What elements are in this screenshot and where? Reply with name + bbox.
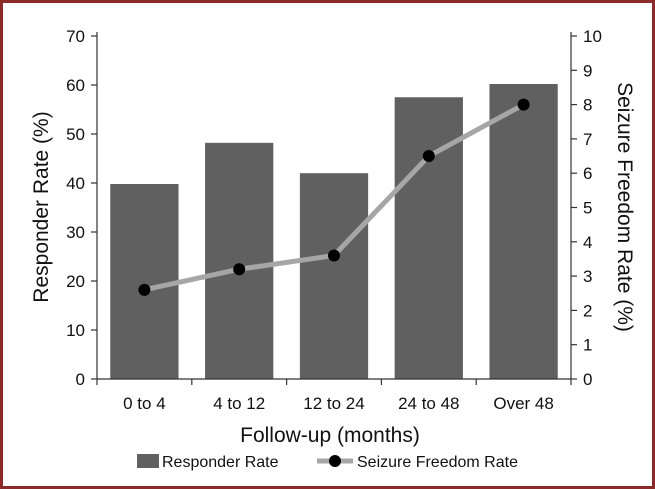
- bar-1: [110, 183, 179, 379]
- line-series-group: [138, 98, 530, 296]
- bar-series-group: [110, 84, 558, 380]
- y2-tick-label: 4: [583, 233, 592, 252]
- x-tick-label: 4 to 12: [213, 394, 265, 413]
- x-tick-label: 0 to 4: [123, 394, 166, 413]
- y-tick-label: 0: [76, 370, 85, 389]
- y2-tick-label: 1: [583, 336, 592, 355]
- y2-tick-label: 9: [583, 61, 592, 80]
- seizure-point-4: [422, 150, 435, 163]
- y-tick-label: 50: [66, 125, 85, 144]
- y-tick-label: 10: [66, 321, 85, 340]
- y-tick-label: 20: [66, 272, 85, 291]
- legend-swatch-responder: [137, 454, 159, 468]
- x-tick-label: 12 to 24: [303, 394, 364, 413]
- legend-swatch-marker: [329, 455, 341, 467]
- bar-4: [394, 97, 463, 379]
- bar-2: [205, 142, 274, 379]
- y2-tick-label: 5: [583, 199, 592, 218]
- legend: Responder Rate Seizure Freedom Rate: [137, 454, 518, 471]
- y2-tick-label: 10: [583, 27, 602, 46]
- bar-5: [489, 84, 558, 380]
- y-tick-label: 40: [66, 174, 85, 193]
- legend-label-responder: Responder Rate: [162, 454, 279, 471]
- x-axis-title: Follow-up (months): [240, 424, 420, 447]
- x-tick-label: Over 48: [493, 394, 553, 413]
- bar-3: [299, 173, 369, 379]
- seizure-point-3: [328, 249, 340, 262]
- seizure-point-5: [517, 98, 530, 111]
- y-tick-label: 30: [66, 223, 85, 242]
- y2-tick-label: 8: [583, 96, 592, 115]
- y2-tick-label: 6: [583, 164, 592, 183]
- x-tick-label: 24 to 48: [398, 394, 459, 413]
- seizure-point-1: [138, 283, 151, 296]
- y-axis-title: Responder Rate (%): [30, 111, 53, 302]
- y-tick-label: 60: [66, 76, 85, 95]
- y-tick-label: 70: [66, 27, 85, 46]
- seizure-point-2: [233, 263, 246, 276]
- y2-tick-label: 2: [583, 301, 592, 320]
- y2-axis-title: Seizure Freedom Rate (%): [613, 82, 636, 332]
- legend-label-seizure: Seizure Freedom Rate: [357, 454, 518, 471]
- y2-tick-label: 0: [583, 370, 592, 389]
- y2-tick-label: 3: [583, 267, 592, 286]
- axes-group: 0 10 20 30 40 50 60 70 0 1 2 3 4 5 6 7 8 9 10 0 to 4 4 to 12…: [66, 27, 602, 413]
- y2-tick-label: 7: [583, 130, 592, 149]
